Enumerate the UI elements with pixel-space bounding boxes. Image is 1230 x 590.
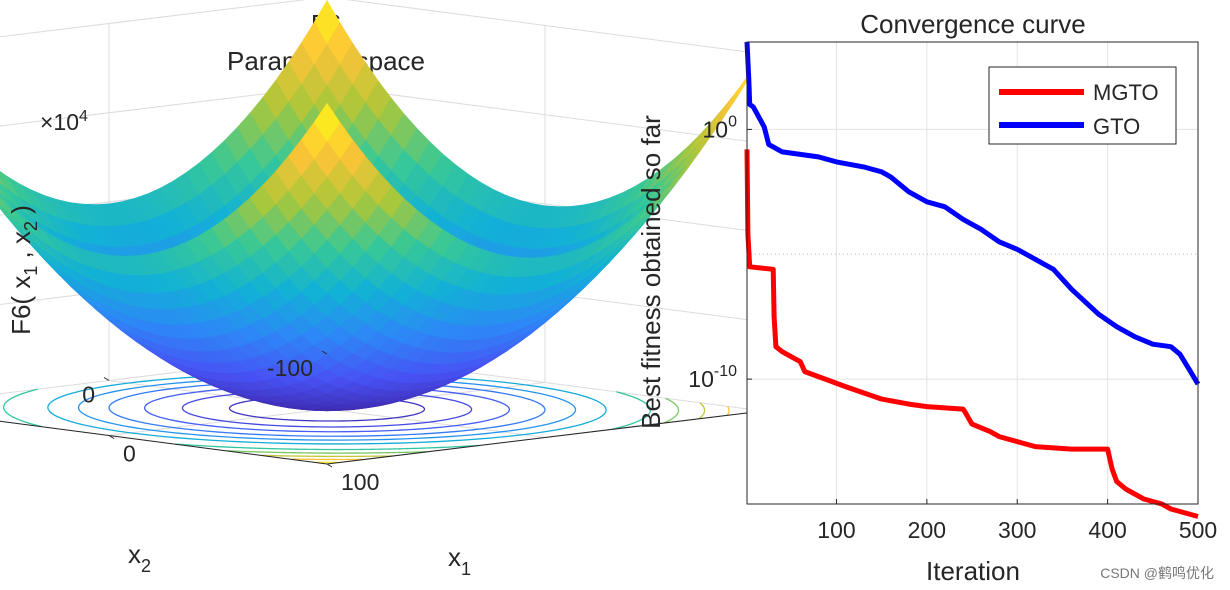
surface-ticks: 0.511.52-1000100-1000100 [82, 350, 379, 495]
z-exponent-label: ×104 [40, 108, 88, 135]
x1-tick-mark [108, 435, 115, 439]
surface-mesh [0, 0, 764, 412]
series-line-gto [744, 41, 1201, 386]
x2-tick-label: -100 [267, 355, 313, 381]
x2-axis-line [326, 410, 764, 465]
wall-z-gridline [0, 0, 764, 55]
contour-line [227, 450, 427, 454]
surface-facet [313, 102, 341, 142]
contour-line [726, 406, 730, 416]
contour-line [181, 389, 473, 428]
x2-tick-mark [103, 377, 110, 381]
contour-line [77, 376, 577, 441]
convergence-series [744, 41, 1201, 519]
x2-tick-mark [321, 350, 328, 355]
x2-tick-label: 0 [82, 382, 95, 408]
legend-label-gto: GTO [1093, 114, 1140, 139]
x-tick-label: 500 [1179, 517, 1217, 543]
y-tick-exponent: -10 [714, 363, 737, 380]
x-tick-label: 200 [908, 517, 946, 543]
surface-z-label: F6( x1 , x2 ) [6, 205, 41, 335]
surface-facet [0, 177, 7, 190]
convergence-plot: Convergence curve 100 200 300 400 50010010-1… [636, 9, 1217, 586]
y-tick-exponent: 0 [728, 113, 737, 130]
convergence-x-label: Iteration [926, 556, 1020, 586]
legend-box [988, 66, 1177, 145]
y-tick-base: 10 [688, 366, 714, 392]
y-tick-base: 10 [703, 116, 729, 142]
x-tick-label: 100 [817, 517, 855, 543]
legend-label-mgto: MGTO [1093, 80, 1159, 105]
contour-line [175, 443, 479, 451]
contour-line [698, 402, 706, 420]
y-tick-label: 10-10 [688, 363, 737, 392]
convergence-legend: MGTO GTO [988, 66, 1177, 145]
contour-line [3, 388, 42, 428]
watermark-text: CSDN @鹤鸣优化 [1100, 565, 1214, 581]
surface-facet [0, 188, 7, 200]
convergence-title: Convergence curve [860, 9, 1085, 39]
contour-line [108, 380, 546, 437]
x-tick-label: 400 [1088, 517, 1126, 543]
convergence-axes-frame [746, 41, 1199, 505]
x-tick-label: 300 [998, 517, 1036, 543]
x1-tick-mark [326, 463, 333, 468]
contour-line [663, 397, 680, 424]
contour-line [47, 372, 607, 445]
contour-line [261, 454, 393, 458]
surface-plot: F6 Parameter space 0.511.52-1000100-1000… [0, 0, 764, 579]
y-tick-label: 100 [703, 113, 738, 142]
series-line-mgto [744, 149, 1199, 519]
x1-tick-label: 0 [123, 441, 136, 467]
x1-tick-label: 100 [341, 469, 379, 495]
surface-x1-label: x1 [448, 542, 471, 579]
contour-line [612, 391, 651, 430]
convergence-y-label: Best fitness obtained so far [636, 115, 666, 429]
contour-line [143, 385, 511, 433]
surface-x2-label: x2 [128, 539, 151, 576]
